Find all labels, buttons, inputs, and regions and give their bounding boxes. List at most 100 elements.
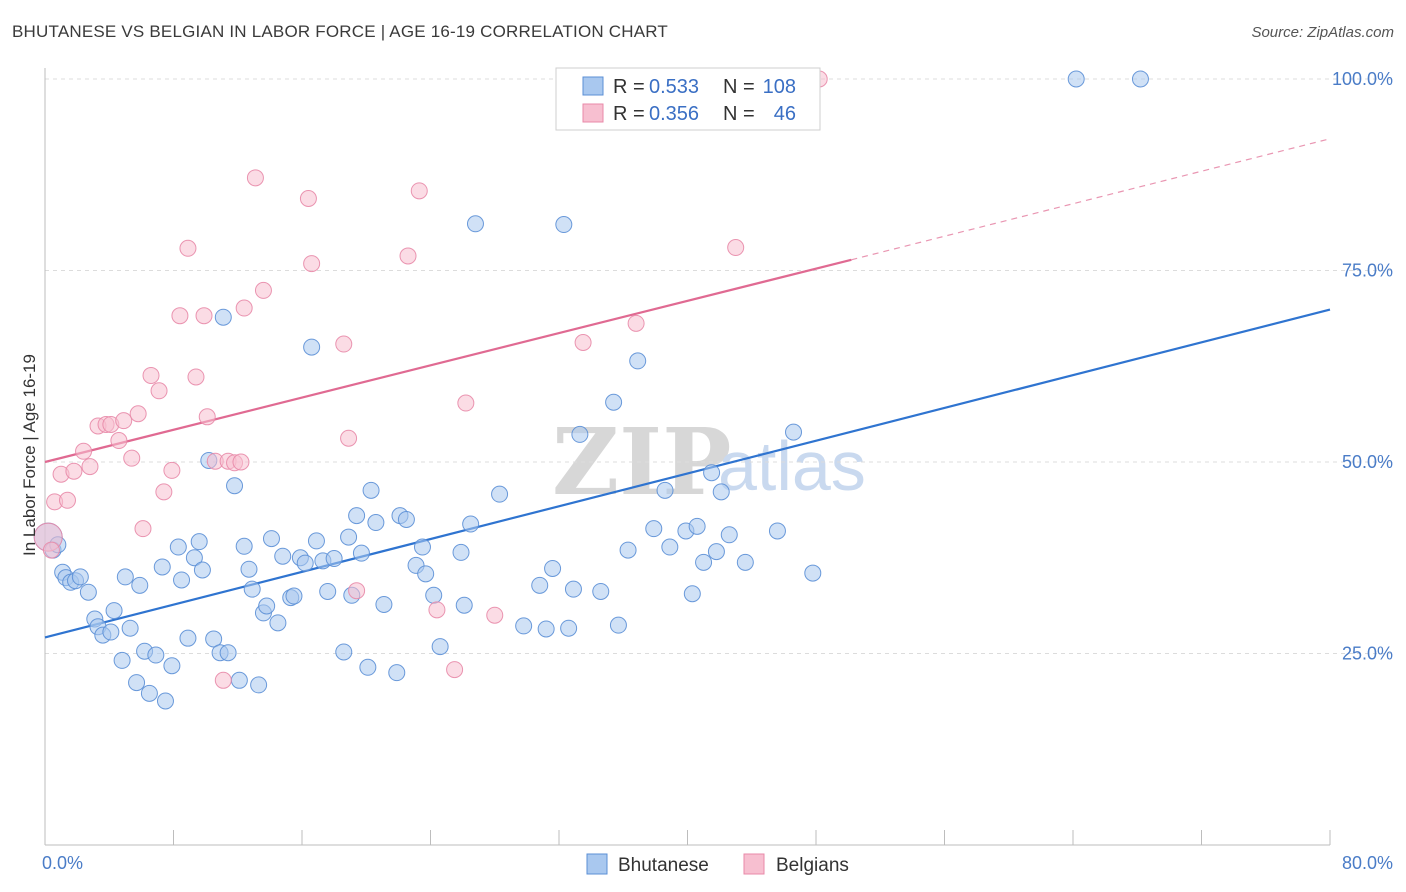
bhutanese-point: [214, 308, 232, 326]
trend-line-belgians: [44, 258, 852, 464]
belgians-point: [727, 239, 745, 257]
source-label: Source: ZipAtlas.com: [1251, 24, 1394, 41]
bhutanese-point: [121, 619, 139, 637]
bhutanese-point: [325, 550, 343, 568]
belgians-point: [303, 255, 321, 273]
trend-lines: [44, 138, 1331, 639]
bhutanese-point: [235, 537, 253, 555]
bhutanese-point: [335, 643, 353, 661]
bhutanese-point: [388, 664, 406, 682]
x-tick-label-max: 80.0%: [1342, 853, 1393, 873]
belgians-point: [340, 429, 358, 447]
bhutanese-point: [695, 553, 713, 571]
chart-title: BHUTANESE VS BELGIAN IN LABOR FORCE | AG…: [12, 22, 669, 41]
belgians-point: [232, 453, 250, 471]
bhutanese-point: [452, 543, 470, 561]
bhutanese-point: [163, 657, 181, 675]
bhutanese-point: [397, 510, 415, 528]
bhutanese-point: [712, 483, 730, 501]
trend-line-belgians-extension: [851, 138, 1331, 261]
bhutanese-point: [116, 568, 134, 586]
belgians-point: [187, 368, 205, 386]
bhutanese-point: [128, 674, 146, 692]
bhutanese-point: [431, 638, 449, 656]
bhutanese-point: [1131, 70, 1149, 88]
bhutanese-point: [768, 522, 786, 540]
legend-r-label-bhutanese: R =: [613, 76, 645, 98]
bhutanese-point: [619, 541, 637, 559]
legend-n-label-belgians: N =: [723, 103, 755, 125]
bhutanese-point: [804, 564, 822, 582]
belgians-point: [235, 299, 253, 317]
belgians-point: [335, 335, 353, 353]
bhutanese-point: [240, 560, 258, 578]
belgians-point: [179, 239, 197, 257]
belgians-point: [123, 449, 141, 467]
y-tick-label-75: 75.0%: [1342, 261, 1393, 281]
data-points: [33, 70, 1149, 710]
belgians-point: [171, 307, 189, 325]
belgians-point: [134, 520, 152, 538]
bhutanese-point: [367, 514, 385, 532]
bhutanese-point: [156, 692, 174, 710]
belgians-point: [75, 442, 93, 460]
bhutanese-point: [491, 485, 509, 503]
belgians-point: [446, 661, 464, 679]
bhutanese-point: [592, 582, 610, 600]
bhutanese-point: [605, 393, 623, 411]
bhutanese-point: [296, 554, 314, 572]
bhutanese-point: [258, 597, 276, 615]
bhutanese-point: [629, 352, 647, 370]
y-tick-label-100: 100.0%: [1332, 69, 1393, 89]
belgians-point: [115, 412, 133, 430]
bhutanese-point: [274, 547, 292, 565]
bhutanese-point: [560, 619, 578, 637]
belgians-point: [299, 189, 317, 207]
bhutanese-point: [555, 216, 573, 234]
bhutanese-point: [147, 646, 165, 664]
bhutanese-point: [340, 528, 358, 546]
bottom-legend-swatch-belgians: [743, 853, 765, 875]
bhutanese-point: [785, 423, 803, 441]
bhutanese-point: [417, 565, 435, 583]
bhutanese-point: [226, 477, 244, 495]
belgians-point: [81, 458, 99, 476]
bhutanese-point: [285, 587, 303, 605]
belgians-point: [399, 247, 417, 265]
bhutanese-point: [307, 532, 325, 550]
bottom-legend-swatch-bhutanese: [586, 853, 608, 875]
y-tick-label-50: 50.0%: [1342, 452, 1393, 472]
bhutanese-point: [269, 614, 287, 632]
y-tick-label-25: 25.0%: [1342, 644, 1393, 664]
bhutanese-point: [688, 517, 706, 535]
belgians-point: [150, 382, 168, 400]
legend-swatch-belgians: [582, 103, 604, 123]
series-belgians: [33, 70, 828, 689]
bottom-legend: Bhutanese Belgians: [586, 853, 849, 876]
bhutanese-point: [515, 617, 533, 635]
bhutanese-point: [169, 538, 187, 556]
belgians-point: [58, 491, 76, 509]
bottom-legend-label-belgians: Belgians: [776, 855, 849, 876]
bhutanese-point: [250, 676, 268, 694]
bhutanese-point: [645, 520, 663, 538]
bhutanese-point: [413, 538, 431, 556]
bhutanese-point: [703, 464, 721, 482]
bhutanese-point: [193, 561, 211, 579]
belgians-point: [214, 671, 232, 689]
belgians-point: [195, 307, 213, 325]
bhutanese-point: [656, 481, 674, 499]
bottom-legend-label-bhutanese: Bhutanese: [618, 855, 709, 876]
bhutanese-point: [531, 576, 549, 594]
bhutanese-point: [425, 586, 443, 604]
bhutanese-point: [359, 658, 377, 676]
belgians-point: [627, 314, 645, 332]
axes: [44, 68, 1331, 846]
belgians-point: [486, 606, 504, 624]
series-bhutanese: [33, 70, 1149, 710]
bhutanese-point: [683, 585, 701, 603]
legend-n-value-belgians: 46: [774, 103, 796, 125]
bhutanese-point: [303, 338, 321, 356]
bhutanese-point: [319, 582, 337, 600]
